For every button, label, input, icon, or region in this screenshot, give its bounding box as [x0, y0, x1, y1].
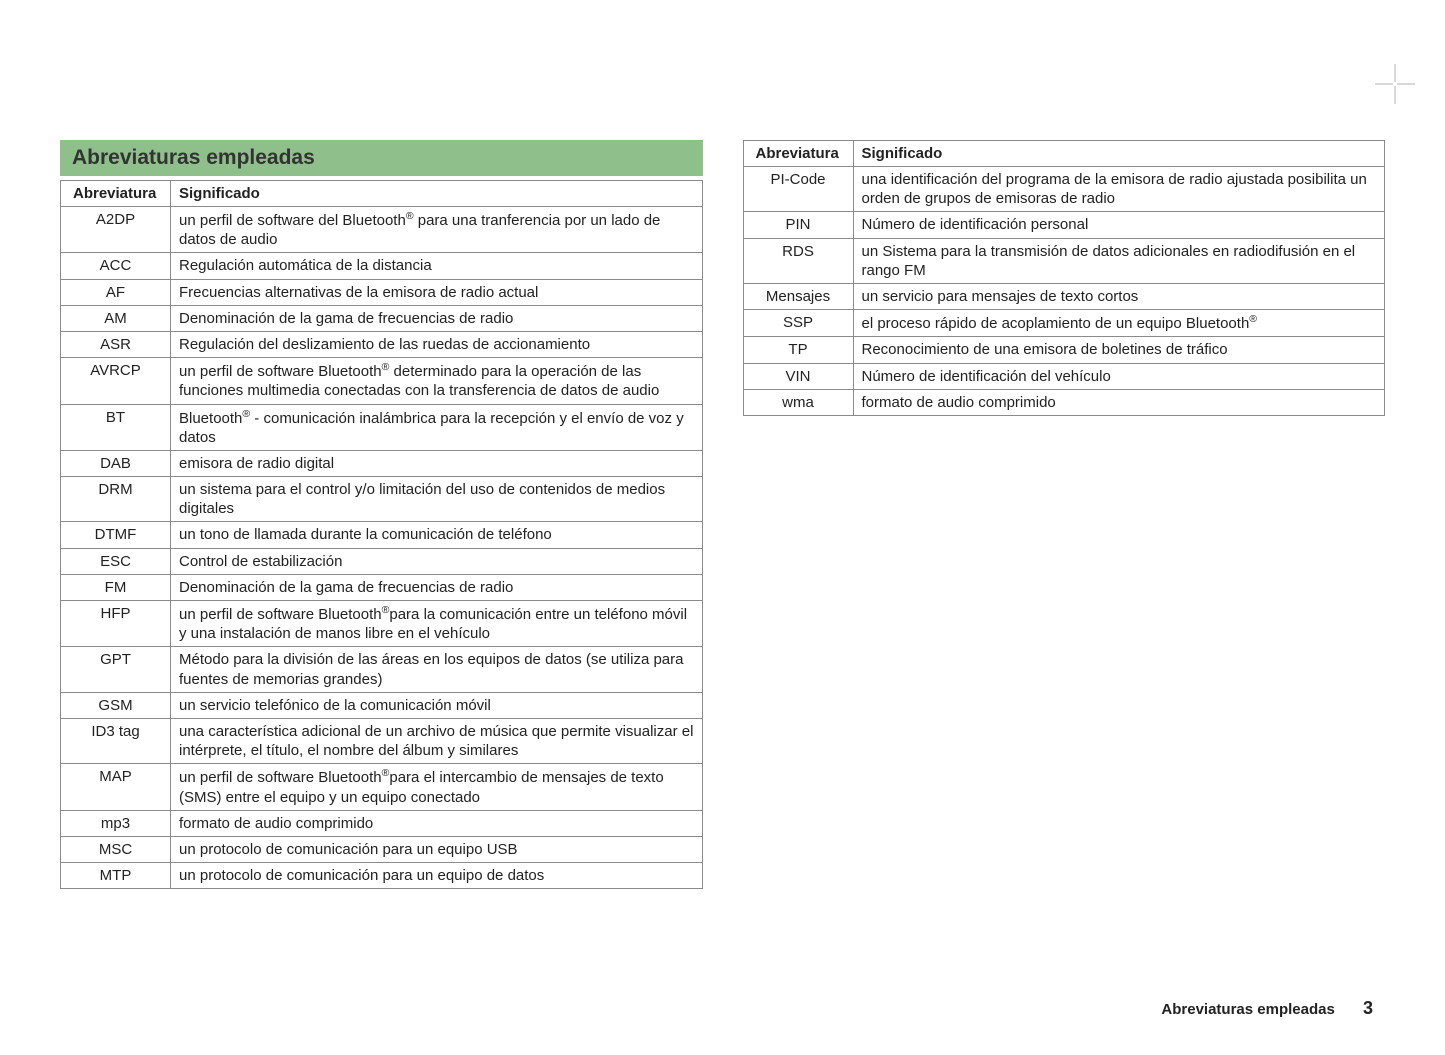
- table-row: Mensajesun servicio para mensajes de tex…: [743, 283, 1385, 309]
- abbr-cell: Mensajes: [743, 283, 853, 309]
- abbr-cell: HFP: [61, 601, 171, 647]
- abbr-cell: MAP: [61, 764, 171, 810]
- abbr-cell: MTP: [61, 863, 171, 889]
- abbr-cell: DRM: [61, 477, 171, 522]
- section-title: Abreviaturas empleadas: [60, 140, 703, 176]
- abbr-cell: GPT: [61, 647, 171, 692]
- table1-header-abbr: Abreviatura: [61, 181, 171, 207]
- meaning-cell: un perfil de software Bluetooth®para el …: [171, 764, 703, 810]
- table-row: MAPun perfil de software Bluetooth®para …: [61, 764, 703, 810]
- meaning-cell: un Sistema para la transmisión de datos …: [853, 238, 1385, 283]
- meaning-cell: emisora de radio digital: [171, 450, 703, 476]
- meaning-cell: Frecuencias alternativas de la emisora d…: [171, 279, 703, 305]
- footer-page-number: 3: [1363, 998, 1373, 1018]
- abbr-cell: AM: [61, 305, 171, 331]
- table-row: VINNúmero de identificación del vehículo: [743, 363, 1385, 389]
- meaning-cell: Bluetooth® - comunicación inalámbrica pa…: [171, 404, 703, 450]
- table-row: PI-Codeuna identificación del programa d…: [743, 167, 1385, 212]
- table2-header-abbr: Abreviatura: [743, 141, 853, 167]
- abbr-cell: ESC: [61, 548, 171, 574]
- table-row: GSMun servicio telefónico de la comunica…: [61, 692, 703, 718]
- abbr-table-2: Abreviatura Significado PI-Codeuna ident…: [743, 140, 1386, 416]
- abbr-table-1: Abreviatura Significado A2DPun perfil de…: [60, 180, 703, 889]
- meaning-cell: un perfil de software del Bluetooth® par…: [171, 207, 703, 253]
- meaning-cell: Método para la división de las áreas en …: [171, 647, 703, 692]
- table-row: AVRCPun perfil de software Bluetooth® de…: [61, 358, 703, 404]
- abbr-cell: GSM: [61, 692, 171, 718]
- meaning-cell: Denominación de la gama de frecuencias d…: [171, 305, 703, 331]
- meaning-cell: un perfil de software Bluetooth®para la …: [171, 601, 703, 647]
- table-row: AFFrecuencias alternativas de la emisora…: [61, 279, 703, 305]
- table-row: BTBluetooth® - comunicación inalámbrica …: [61, 404, 703, 450]
- abbr-cell: MSC: [61, 836, 171, 862]
- meaning-cell: Reconocimiento de una emisora de boletin…: [853, 337, 1385, 363]
- table-row: DTMFun tono de llamada durante la comuni…: [61, 522, 703, 548]
- abbr-cell: SSP: [743, 310, 853, 337]
- meaning-cell: Número de identificación del vehículo: [853, 363, 1385, 389]
- abbr-cell: wma: [743, 389, 853, 415]
- abbr-cell: VIN: [743, 363, 853, 389]
- meaning-cell: un perfil de software Bluetooth® determi…: [171, 358, 703, 404]
- page-footer: Abreviaturas empleadas 3: [1161, 998, 1373, 1019]
- meaning-cell: una identificación del programa de la em…: [853, 167, 1385, 212]
- table-row: DRMun sistema para el control y/o limita…: [61, 477, 703, 522]
- left-column: Abreviaturas empleadas Abreviatura Signi…: [60, 140, 703, 889]
- meaning-cell: formato de audio comprimido: [171, 810, 703, 836]
- meaning-cell: un protocolo de comunicación para un equ…: [171, 836, 703, 862]
- table2-header-meaning: Significado: [853, 141, 1385, 167]
- table-row: PINNúmero de identificación personal: [743, 212, 1385, 238]
- meaning-cell: Regulación automática de la distancia: [171, 253, 703, 279]
- meaning-cell: el proceso rápido de acoplamiento de un …: [853, 310, 1385, 337]
- meaning-cell: Control de estabilización: [171, 548, 703, 574]
- crop-marks: [1375, 64, 1415, 104]
- table-row: HFPun perfil de software Bluetooth®para …: [61, 601, 703, 647]
- table-row: SSPel proceso rápido de acoplamiento de …: [743, 310, 1385, 337]
- abbr-cell: DAB: [61, 450, 171, 476]
- table-row: MTPun protocolo de comunicación para un …: [61, 863, 703, 889]
- table-row: ID3 taguna característica adicional de u…: [61, 718, 703, 763]
- right-column: Abreviatura Significado PI-Codeuna ident…: [743, 140, 1386, 889]
- footer-text: Abreviaturas empleadas: [1161, 1001, 1334, 1018]
- meaning-cell: formato de audio comprimido: [853, 389, 1385, 415]
- abbr-cell: PIN: [743, 212, 853, 238]
- meaning-cell: Denominación de la gama de frecuencias d…: [171, 574, 703, 600]
- abbr-cell: PI-Code: [743, 167, 853, 212]
- table-row: ACCRegulación automática de la distancia: [61, 253, 703, 279]
- meaning-cell: un servicio para mensajes de texto corto…: [853, 283, 1385, 309]
- table-row: RDSun Sistema para la transmisión de dat…: [743, 238, 1385, 283]
- meaning-cell: Número de identificación personal: [853, 212, 1385, 238]
- table-row: TPReconocimiento de una emisora de bolet…: [743, 337, 1385, 363]
- abbr-cell: mp3: [61, 810, 171, 836]
- abbr-cell: AF: [61, 279, 171, 305]
- abbr-cell: ID3 tag: [61, 718, 171, 763]
- abbr-cell: FM: [61, 574, 171, 600]
- table-row: GPTMétodo para la división de las áreas …: [61, 647, 703, 692]
- page-content: Abreviaturas empleadas Abreviatura Signi…: [0, 0, 1445, 929]
- table1-header-meaning: Significado: [171, 181, 703, 207]
- meaning-cell: una característica adicional de un archi…: [171, 718, 703, 763]
- abbr-cell: DTMF: [61, 522, 171, 548]
- table-row: wmaformato de audio comprimido: [743, 389, 1385, 415]
- table-row: A2DPun perfil de software del Bluetooth®…: [61, 207, 703, 253]
- table-row: mp3formato de audio comprimido: [61, 810, 703, 836]
- abbr-cell: ACC: [61, 253, 171, 279]
- abbr-cell: AVRCP: [61, 358, 171, 404]
- table-row: DABemisora de radio digital: [61, 450, 703, 476]
- abbr-cell: A2DP: [61, 207, 171, 253]
- table-row: ASRRegulación del deslizamiento de las r…: [61, 331, 703, 357]
- table-row: ESCControl de estabilización: [61, 548, 703, 574]
- abbr-cell: BT: [61, 404, 171, 450]
- table-row: AMDenominación de la gama de frecuencias…: [61, 305, 703, 331]
- meaning-cell: un sistema para el control y/o limitació…: [171, 477, 703, 522]
- meaning-cell: un tono de llamada durante la comunicaci…: [171, 522, 703, 548]
- meaning-cell: un servicio telefónico de la comunicació…: [171, 692, 703, 718]
- abbr-cell: TP: [743, 337, 853, 363]
- table-row: MSCun protocolo de comunicación para un …: [61, 836, 703, 862]
- table-row: FMDenominación de la gama de frecuencias…: [61, 574, 703, 600]
- meaning-cell: Regulación del deslizamiento de las rued…: [171, 331, 703, 357]
- abbr-cell: RDS: [743, 238, 853, 283]
- meaning-cell: un protocolo de comunicación para un equ…: [171, 863, 703, 889]
- abbr-cell: ASR: [61, 331, 171, 357]
